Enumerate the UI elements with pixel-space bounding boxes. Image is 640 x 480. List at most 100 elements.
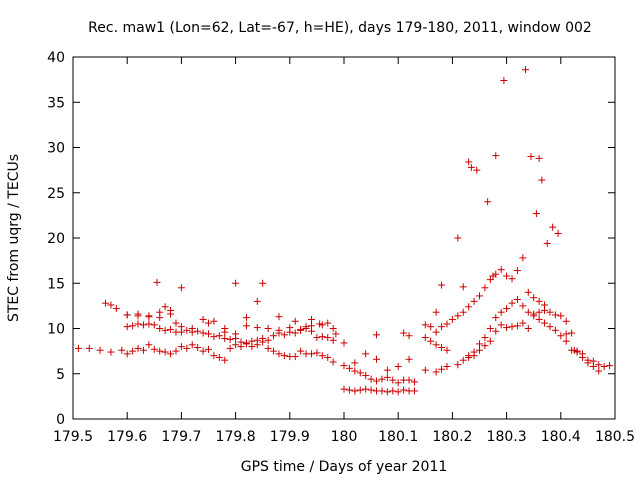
data-point xyxy=(96,346,104,354)
data-point xyxy=(410,378,418,386)
data-point xyxy=(432,341,440,349)
data-point xyxy=(557,312,565,320)
y-axis-ticks: 0 5 10 15 20 25 30 35 40 xyxy=(47,50,615,428)
data-point xyxy=(486,276,494,284)
data-point xyxy=(568,329,576,337)
data-point xyxy=(183,326,191,334)
data-point xyxy=(259,334,267,342)
data-point xyxy=(313,349,321,357)
data-point xyxy=(280,331,288,339)
data-point xyxy=(340,385,348,393)
data-point xyxy=(513,296,521,304)
data-point xyxy=(432,328,440,336)
data-point xyxy=(532,210,540,218)
data-point xyxy=(210,333,218,341)
y-tick-label: 20 xyxy=(47,231,65,247)
data-point xyxy=(497,308,505,316)
data-point xyxy=(156,308,164,316)
data-point xyxy=(554,229,562,237)
y-tick-label: 0 xyxy=(56,412,65,428)
data-point xyxy=(481,284,489,292)
data-point xyxy=(570,346,578,354)
x-tick-label: 179.5 xyxy=(53,429,93,445)
data-point xyxy=(134,344,142,352)
data-point xyxy=(318,321,326,329)
x-tick-label: 179.8 xyxy=(216,429,256,445)
data-point xyxy=(318,333,326,341)
data-point xyxy=(394,388,402,396)
data-point xyxy=(221,328,229,336)
data-point xyxy=(503,272,511,280)
data-point xyxy=(356,369,364,377)
data-point xyxy=(351,367,359,375)
data-point xyxy=(167,350,175,358)
data-point xyxy=(551,311,559,319)
data-point xyxy=(215,332,223,340)
data-point xyxy=(112,305,120,313)
data-point xyxy=(519,319,527,327)
data-point xyxy=(161,303,169,311)
data-point xyxy=(606,362,614,370)
data-point xyxy=(242,339,250,347)
data-point xyxy=(492,314,500,322)
data-point xyxy=(340,339,348,347)
data-point xyxy=(297,325,305,333)
x-tick-label: 180.5 xyxy=(595,429,635,445)
data-point xyxy=(486,325,494,332)
data-point xyxy=(432,368,440,376)
data-point xyxy=(264,336,272,344)
data-point xyxy=(394,363,402,371)
data-point xyxy=(134,320,142,328)
data-point xyxy=(584,359,592,367)
x-tick-label: 180.4 xyxy=(541,429,581,445)
data-point xyxy=(535,297,543,305)
data-point xyxy=(177,284,185,292)
data-point xyxy=(253,336,261,344)
data-point xyxy=(275,313,283,321)
data-point xyxy=(465,353,473,361)
data-point xyxy=(172,319,180,327)
data-point xyxy=(421,366,429,374)
data-point xyxy=(145,312,153,320)
data-point xyxy=(524,288,532,296)
data-point xyxy=(443,346,451,354)
data-point xyxy=(497,321,505,329)
data-point xyxy=(535,154,543,162)
data-point xyxy=(362,372,370,380)
data-point xyxy=(205,319,212,327)
data-point xyxy=(546,308,554,316)
x-tick-label: 180 xyxy=(331,429,358,445)
data-point xyxy=(167,310,175,318)
data-point xyxy=(405,332,413,340)
data-point xyxy=(324,334,332,342)
data-point xyxy=(562,317,570,325)
data-point xyxy=(438,323,446,331)
data-point xyxy=(221,334,229,342)
data-point xyxy=(199,315,207,323)
data-point xyxy=(232,330,240,338)
data-point xyxy=(226,344,234,352)
data-point xyxy=(145,320,153,328)
data-point xyxy=(215,353,223,361)
data-point xyxy=(139,321,147,329)
data-point xyxy=(340,362,348,370)
data-point xyxy=(134,310,142,318)
data-point xyxy=(519,302,527,310)
x-tick-label: 180.2 xyxy=(432,429,472,445)
data-point xyxy=(307,315,315,323)
x-tick-label: 180.1 xyxy=(378,429,418,445)
data-point xyxy=(264,325,272,332)
data-point xyxy=(275,350,283,358)
data-point xyxy=(400,329,408,337)
data-point xyxy=(492,152,500,160)
data-point xyxy=(448,315,456,323)
data-point xyxy=(280,352,288,360)
data-point xyxy=(188,341,196,349)
data-point xyxy=(524,308,532,316)
data-point xyxy=(270,332,278,340)
data-point xyxy=(367,375,375,383)
data-point xyxy=(459,308,467,316)
data-point xyxy=(535,315,543,323)
y-tick-label: 35 xyxy=(47,95,65,111)
data-point xyxy=(465,158,473,166)
